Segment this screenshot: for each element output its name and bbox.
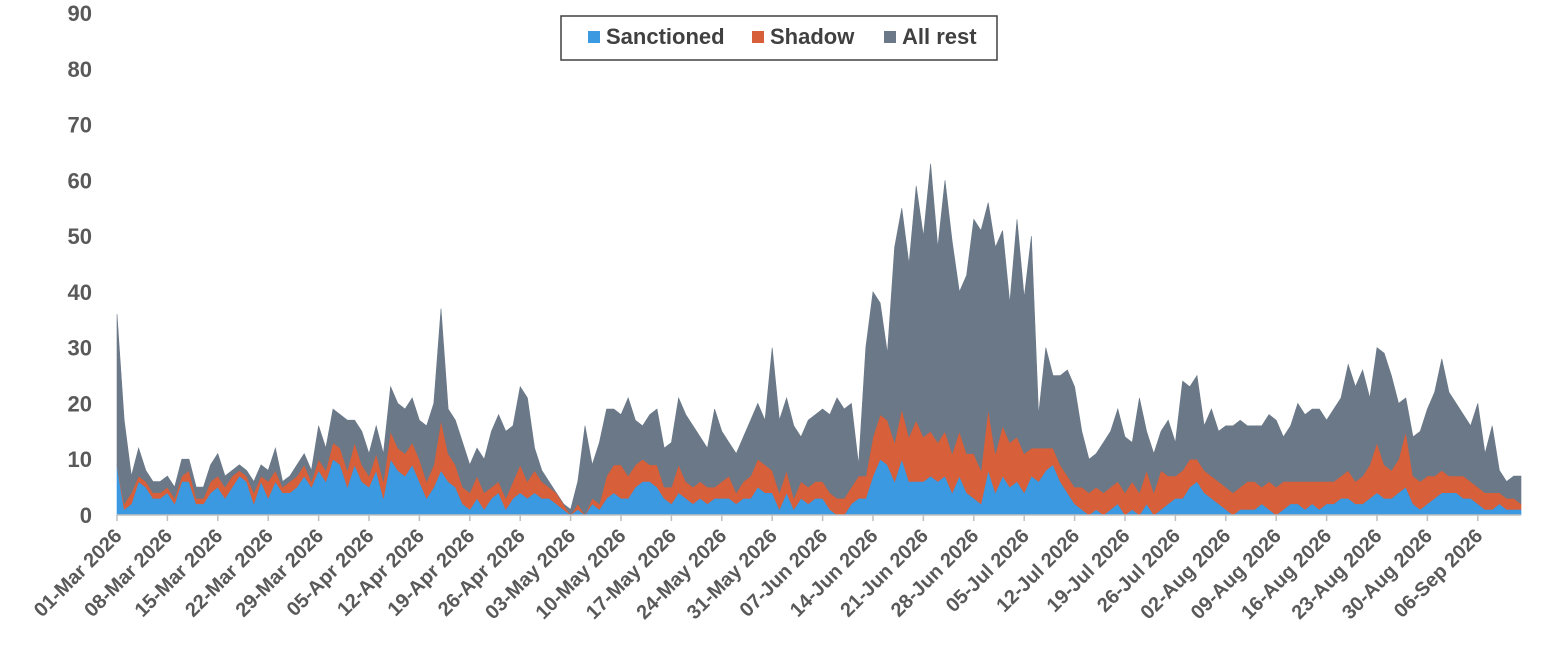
x-tick-label: 06-Sep 2026 — [1390, 525, 1487, 622]
legend-label-sanctioned: Sanctioned — [606, 24, 725, 49]
y-tick-label: 40 — [68, 280, 92, 305]
y-tick-label: 20 — [68, 391, 92, 416]
legend-swatch-sanctioned — [588, 31, 600, 43]
area-all-rest — [116, 163, 1522, 516]
y-tick-label: 50 — [68, 224, 92, 249]
y-tick-label: 30 — [68, 336, 92, 361]
y-tick-label: 70 — [68, 113, 92, 138]
legend-swatch-shadow — [752, 31, 764, 43]
legend: Sanctioned Shadow All rest — [560, 15, 998, 61]
y-tick-label: 0 — [80, 503, 92, 528]
y-tick-label: 60 — [68, 168, 92, 193]
y-tick-label: 80 — [68, 57, 92, 82]
y-axis-labels: 0 10 20 30 40 50 60 70 80 90 — [68, 1, 92, 528]
y-tick-label: 10 — [68, 447, 92, 472]
legend-swatch-all-rest — [884, 31, 896, 43]
legend-box — [560, 15, 998, 61]
y-tick-label: 90 — [68, 1, 92, 26]
legend-label-shadow: Shadow — [770, 24, 855, 49]
legend-label-all-rest: All rest — [902, 24, 977, 49]
areas — [116, 163, 1522, 516]
